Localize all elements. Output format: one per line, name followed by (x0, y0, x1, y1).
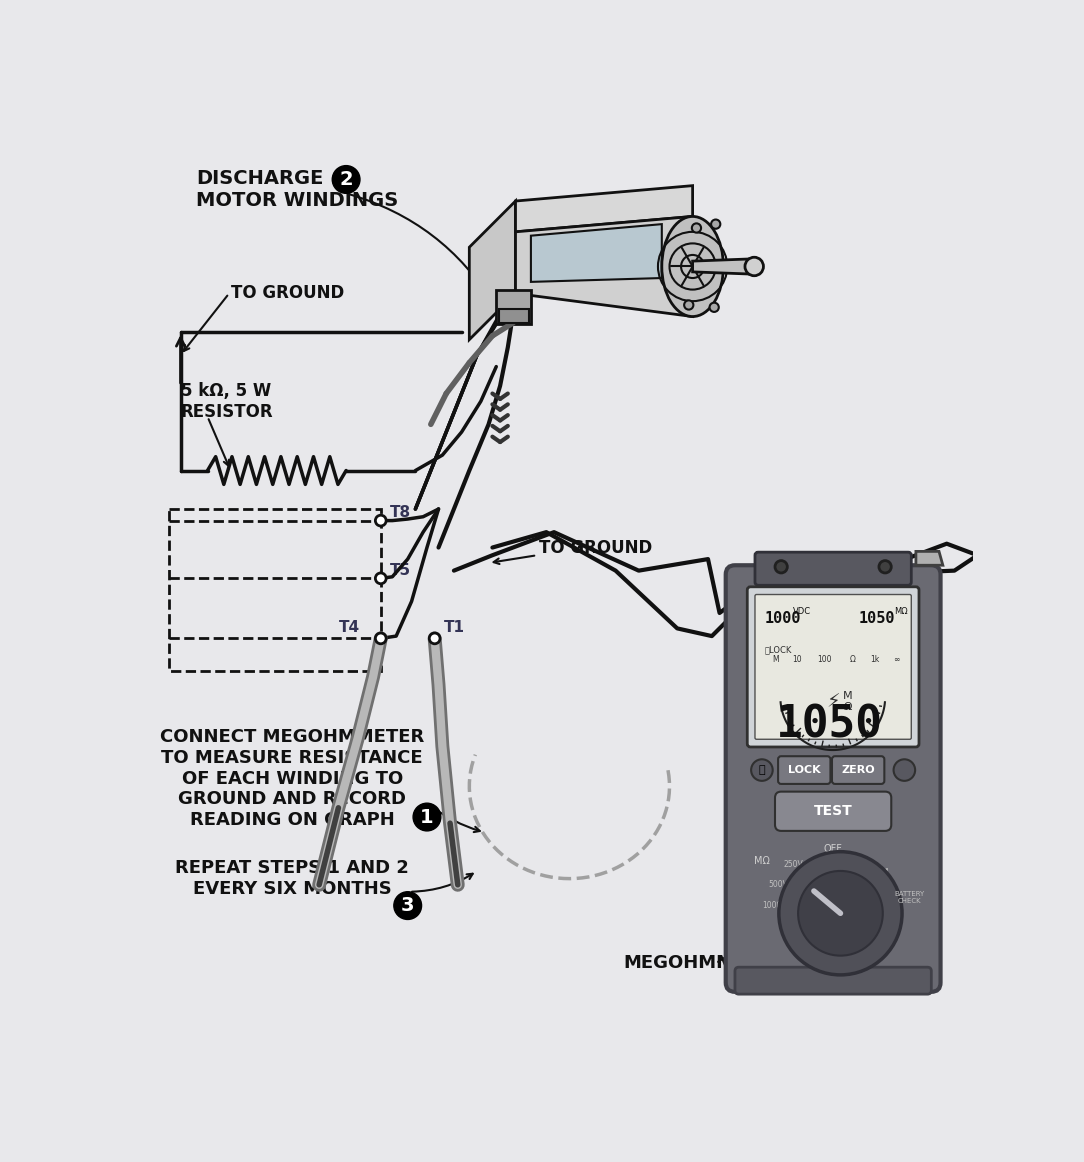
Text: 1k: 1k (869, 655, 879, 665)
FancyBboxPatch shape (754, 595, 912, 739)
Text: CONNECT MEGOHMMETER
TO MEASURE RESISTANCE
OF EACH WINDING TO
GROUND AND RECORD
R: CONNECT MEGOHMMETER TO MEASURE RESISTANC… (160, 727, 424, 830)
Text: TO GROUND: TO GROUND (231, 285, 344, 302)
Text: TO GROUND: TO GROUND (539, 538, 651, 557)
Text: 2: 2 (339, 170, 353, 189)
Text: 500V: 500V (769, 881, 788, 889)
Text: 1000: 1000 (764, 611, 801, 626)
Circle shape (745, 257, 763, 275)
Text: 1050: 1050 (859, 611, 894, 626)
FancyBboxPatch shape (725, 565, 941, 992)
Text: ⚡: ⚡ (826, 693, 840, 711)
Text: MEGOHMMETER: MEGOHMMETER (623, 954, 785, 973)
Circle shape (413, 803, 441, 831)
Circle shape (775, 560, 787, 573)
Text: MΩ: MΩ (754, 855, 770, 866)
Text: 1: 1 (421, 808, 434, 826)
FancyBboxPatch shape (754, 552, 912, 586)
Polygon shape (516, 186, 693, 232)
Text: 1050: 1050 (775, 703, 882, 746)
Text: 5 kΩ, 5 W
RESISTOR: 5 kΩ, 5 W RESISTOR (181, 382, 273, 421)
Polygon shape (916, 552, 943, 565)
Polygon shape (496, 289, 531, 324)
Ellipse shape (662, 216, 723, 316)
Text: T1: T1 (444, 621, 465, 636)
Text: T8: T8 (390, 505, 411, 521)
Text: 250V: 250V (784, 860, 803, 869)
Text: Ω: Ω (850, 655, 856, 665)
Text: M
Ω: M Ω (843, 690, 853, 712)
Circle shape (393, 891, 422, 919)
Circle shape (710, 302, 719, 311)
Circle shape (778, 852, 902, 975)
Polygon shape (469, 201, 516, 339)
Text: 🔊: 🔊 (759, 765, 765, 775)
Polygon shape (499, 309, 529, 323)
Text: 10: 10 (792, 655, 801, 665)
Bar (169, 509, 380, 670)
Polygon shape (516, 216, 693, 316)
Text: ∞: ∞ (893, 655, 900, 665)
Text: M: M (772, 655, 778, 665)
FancyBboxPatch shape (775, 791, 891, 831)
Circle shape (751, 759, 773, 781)
Text: REPEAT STEPS 1 AND 2
EVERY SIX MONTHS: REPEAT STEPS 1 AND 2 EVERY SIX MONTHS (176, 859, 409, 898)
Circle shape (711, 220, 721, 229)
Text: TEST: TEST (813, 804, 852, 818)
Circle shape (429, 633, 440, 644)
Text: DISCHARGE
MOTOR WINDINGS: DISCHARGE MOTOR WINDINGS (196, 168, 398, 209)
FancyBboxPatch shape (833, 756, 885, 784)
Text: OFF: OFF (824, 844, 842, 854)
Text: VDC: VDC (792, 607, 811, 616)
Circle shape (375, 573, 386, 583)
Text: MΩ: MΩ (894, 607, 908, 616)
FancyBboxPatch shape (735, 967, 931, 995)
Circle shape (893, 759, 915, 781)
Text: ZERO: ZERO (841, 765, 875, 775)
Text: LOCK: LOCK (788, 765, 821, 775)
Text: BATTERY
CHECK: BATTERY CHECK (894, 891, 925, 904)
Circle shape (333, 166, 360, 193)
Circle shape (798, 872, 882, 955)
Text: 🔒LOCK: 🔒LOCK (764, 645, 791, 654)
Text: Ω◄: Ω◄ (876, 865, 888, 874)
Circle shape (375, 633, 386, 644)
FancyBboxPatch shape (747, 587, 919, 747)
Text: 3: 3 (401, 896, 414, 916)
Text: 100: 100 (817, 655, 833, 665)
Circle shape (375, 515, 386, 526)
Polygon shape (693, 259, 754, 274)
FancyBboxPatch shape (778, 756, 830, 784)
Circle shape (879, 560, 891, 573)
Circle shape (684, 300, 694, 309)
Circle shape (692, 223, 701, 232)
Polygon shape (531, 224, 662, 282)
Text: T4: T4 (338, 621, 360, 636)
Text: V: V (893, 896, 899, 905)
Text: 1000V: 1000V (762, 901, 787, 910)
Text: T5: T5 (390, 564, 411, 579)
